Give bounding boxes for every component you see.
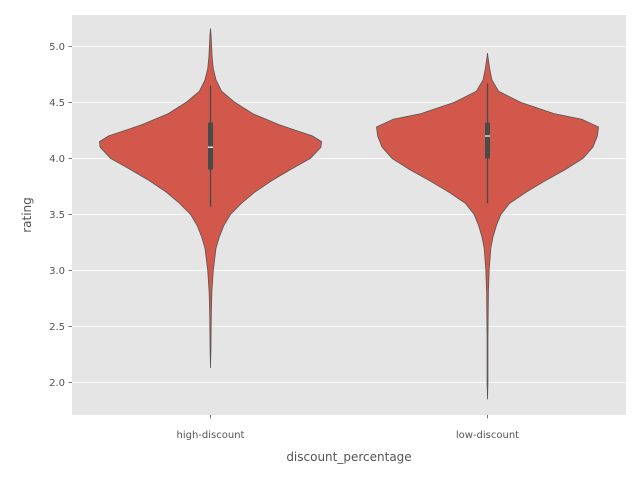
y-tick-label: 4.0 — [49, 154, 65, 165]
violins — [99, 28, 599, 400]
violin-body — [376, 53, 599, 400]
violin-low-discount — [376, 53, 599, 400]
violin-iqr-box — [485, 122, 490, 159]
plot-background — [72, 15, 626, 415]
x-axis-ticks: high-discount low-discount — [177, 415, 519, 441]
violin-high-discount — [99, 28, 322, 368]
y-axis-ticks: 2.0 2.5 3.0 3.5 4.0 4.5 5.0 — [49, 42, 72, 389]
x-axis-label: discount_percentage — [286, 450, 411, 464]
x-tick-label-low-discount: low-discount — [456, 430, 519, 441]
x-tick-label-high-discount: high-discount — [177, 430, 245, 441]
y-axis-label: rating — [20, 197, 34, 233]
y-tick-label: 2.5 — [49, 322, 65, 333]
violin-iqr-box — [208, 122, 213, 170]
y-tick-label: 3.5 — [49, 210, 65, 221]
y-tick-label: 2.0 — [49, 378, 65, 389]
y-tick-label: 5.0 — [49, 42, 65, 53]
y-tick-label: 4.5 — [49, 98, 65, 109]
y-tick-label: 3.0 — [49, 266, 65, 277]
